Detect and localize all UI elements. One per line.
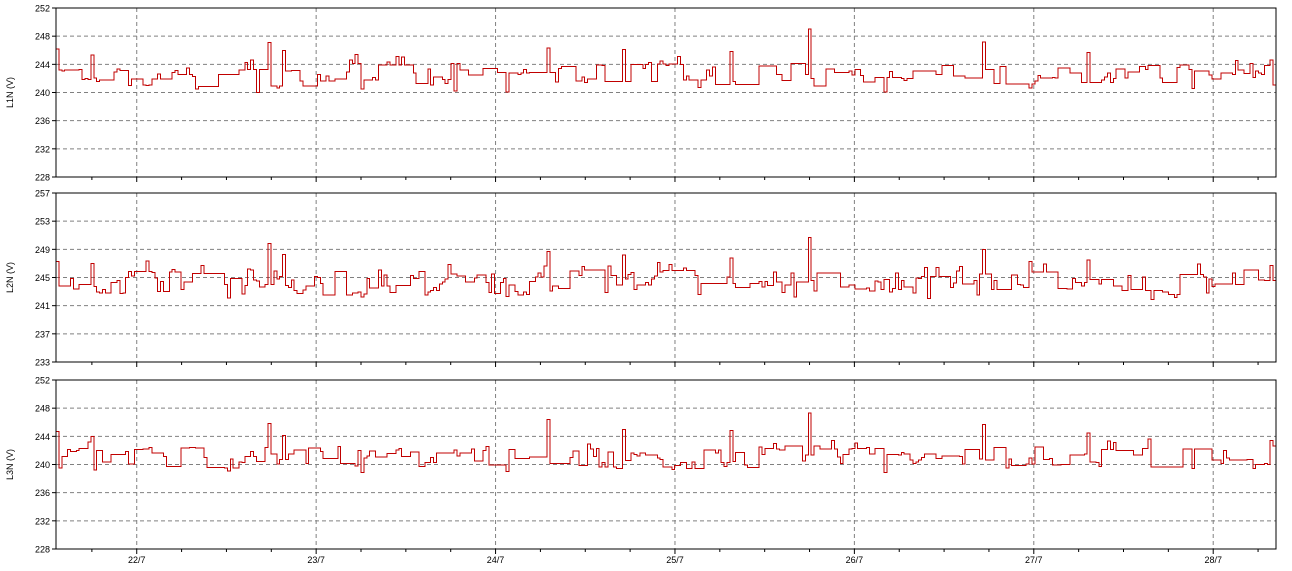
y-tick-label: 240 bbox=[35, 460, 50, 470]
plot-frame bbox=[55, 379, 1277, 550]
y-tick-label: 228 bbox=[35, 545, 50, 555]
y-tick-label: 232 bbox=[35, 144, 50, 154]
plot-frame bbox=[55, 7, 1277, 178]
y-axis-label: L2N (V) bbox=[5, 262, 15, 293]
x-tick-label: 24/7 bbox=[487, 555, 505, 565]
y-tick-label: 257 bbox=[35, 189, 50, 199]
x-tick-label: 28/7 bbox=[1204, 555, 1222, 565]
series-line bbox=[56, 236, 1276, 300]
series-line bbox=[56, 412, 1276, 473]
y-axis-label: L3N (V) bbox=[5, 449, 15, 480]
y-tick-label: 249 bbox=[35, 245, 50, 255]
y-tick-label: 232 bbox=[35, 516, 50, 526]
y-tick-label: 240 bbox=[35, 88, 50, 98]
chart-panel-2: 233 237 241 245 249 253 257 L2N (V) bbox=[5, 189, 1277, 368]
x-tick-label: 25/7 bbox=[666, 555, 684, 565]
y-tick-label: 236 bbox=[35, 488, 50, 498]
x-tick-label: 26/7 bbox=[846, 555, 864, 565]
y-axis-label: L1N (V) bbox=[5, 77, 15, 108]
y-tick-label: 245 bbox=[35, 273, 50, 283]
x-tick-label: 27/7 bbox=[1025, 555, 1043, 565]
y-tick-label: 244 bbox=[35, 60, 50, 70]
y-tick-label: 252 bbox=[35, 376, 50, 386]
x-tick-label: 23/7 bbox=[307, 555, 325, 565]
y-tick-label: 241 bbox=[35, 301, 50, 311]
y-tick-label: 252 bbox=[35, 4, 50, 14]
series-line bbox=[56, 28, 1276, 93]
y-tick-label: 248 bbox=[35, 32, 50, 42]
plot-frame bbox=[55, 192, 1277, 363]
y-tick-label: 237 bbox=[35, 329, 50, 339]
y-tick-label: 248 bbox=[35, 404, 50, 414]
chart-panel-1: 228 232 236 240 244 248 252 L1N (V) bbox=[5, 4, 1277, 183]
y-tick-label: 228 bbox=[35, 173, 50, 183]
y-tick-label: 233 bbox=[35, 358, 50, 368]
x-tick-label: 22/7 bbox=[128, 555, 146, 565]
y-tick-label: 244 bbox=[35, 432, 50, 442]
y-tick-label: 253 bbox=[35, 217, 50, 227]
chart-panel-3: 228 232 236 240 244 248 252 L3N (V) 22/7 23/7 24/7… bbox=[5, 376, 1277, 565]
y-tick-label: 236 bbox=[35, 116, 50, 126]
